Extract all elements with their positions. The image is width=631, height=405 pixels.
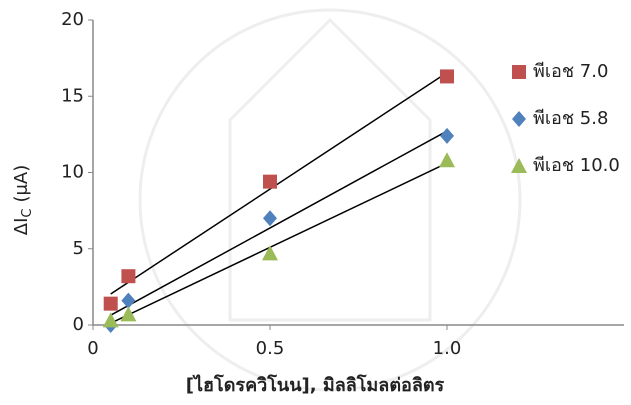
marker <box>263 174 277 189</box>
marker <box>262 245 278 261</box>
legend-marker <box>511 158 527 173</box>
marker <box>121 292 136 309</box>
marker <box>263 210 277 227</box>
legend-label: พีเอช 10.0 <box>533 155 620 176</box>
marker <box>440 127 454 144</box>
legend-marker <box>512 65 526 79</box>
y-tick-label: 5 <box>73 238 84 259</box>
x-tick-label: 0 <box>87 338 98 359</box>
y-tick-label: 20 <box>61 9 84 30</box>
y-tick-label: 15 <box>61 85 84 106</box>
x-axis-label: [ไฮโดรควิโนน], มิลลิโมลต่อลิตร <box>186 374 445 396</box>
watermark <box>138 8 522 392</box>
legend-marker <box>512 111 526 127</box>
y-label-main: ΔI <box>11 218 32 236</box>
y-tick-label: 10 <box>61 162 84 183</box>
marker <box>103 296 118 311</box>
trendline <box>110 162 448 324</box>
trendline <box>110 130 448 316</box>
marker <box>439 152 455 168</box>
marker <box>440 69 454 84</box>
marker <box>120 306 137 322</box>
marker <box>121 269 136 284</box>
legend-label: พีเอช 5.8 <box>533 108 608 129</box>
y-tick-label: 0 <box>73 314 84 335</box>
x-tick-label: 1.0 <box>433 338 462 359</box>
marker <box>102 312 119 328</box>
y-label-sub: C <box>20 209 35 218</box>
trendline <box>110 71 448 295</box>
y-label-unit: (μA) <box>11 165 32 203</box>
x-tick-label: 0.5 <box>256 338 285 359</box>
y-axis-label: ΔIC (μA) <box>11 165 35 236</box>
legend-label: พีเอช 7.0 <box>533 61 608 82</box>
